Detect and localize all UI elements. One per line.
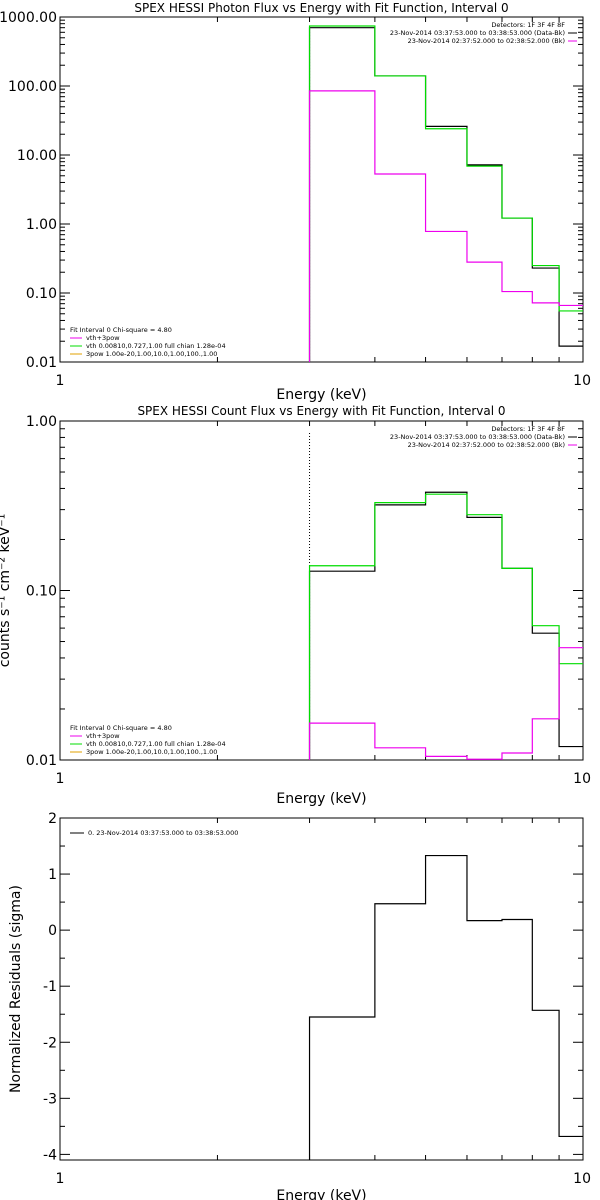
fit-legend-line: 3pow 1.00e-20,1.00,10.0,1.00,100.,1.00	[86, 748, 217, 756]
x-tick-label: 1	[56, 373, 65, 389]
chart-title: SPEX HESSI Photon Flux vs Energy with Fi…	[134, 1, 508, 15]
y-tick-label: 2	[48, 811, 57, 827]
y-axis-label: counts s⁻¹ cm⁻² keV⁻¹	[0, 514, 13, 668]
series-line-residuals	[308, 854, 583, 1160]
y-axis-label: Normalized Residuals (sigma)	[8, 885, 24, 1093]
residual-legend-label: 0. 23-Nov-2014 03:37:53.000 to 03:38:53.…	[88, 829, 238, 837]
fit-legend-line: vth+3pow	[86, 732, 120, 740]
series-line-fit	[308, 493, 583, 760]
y-tick-label: 0.10	[26, 584, 57, 600]
x-axis-label: Energy (keV)	[276, 791, 366, 807]
x-tick-label: 10	[573, 1171, 591, 1187]
fit-legend-line: vth 0.00810,0.727,1.00 full chian 1.28e-…	[86, 342, 226, 350]
fit-legend-line: vth+3pow	[86, 334, 120, 342]
y-tick-label: -4	[43, 1147, 57, 1163]
y-tick-label: -1	[43, 979, 57, 995]
series-line-vth	[308, 90, 583, 362]
y-tick-label: -3	[43, 1091, 57, 1107]
y-tick-label: 0.01	[26, 753, 57, 769]
y-tick-label: 100.00	[8, 79, 57, 95]
series-line-fit	[308, 25, 583, 362]
chart-title: SPEX HESSI Count Flux vs Energy with Fit…	[137, 404, 505, 418]
header-line: Detectors: 1F 3F 4F 8F	[491, 425, 565, 433]
x-tick-label: 10	[573, 771, 591, 787]
y-tick-label: 0	[48, 923, 57, 939]
x-tick-label: 10	[573, 373, 591, 389]
header-line: 23-Nov-2014 02:37:52.000 to 02:38:52.000…	[408, 37, 565, 45]
plot-frame	[59, 817, 584, 1161]
header-line: 23-Nov-2014 03:37:53.000 to 03:38:53.000…	[390, 433, 565, 441]
x-tick-label: 1	[56, 771, 65, 787]
y-tick-label: 0.10	[26, 286, 57, 302]
x-axis-label: Energy (keV)	[276, 387, 366, 403]
y-tick-label: 0.01	[26, 355, 57, 371]
y-tick-label: 1.00	[26, 217, 57, 233]
fit-legend-line: vth 0.00810,0.727,1.00 full chian 1.28e-…	[86, 740, 226, 748]
x-axis-label: Energy (keV)	[276, 1188, 366, 1200]
chart-panel-1: SPEX HESSI Photon Flux vs Energy with Fi…	[0, 1, 591, 403]
y-tick-label: -2	[43, 1035, 57, 1051]
fit-legend-line: Fit Interval 0 Chi-square = 4.80	[70, 326, 172, 334]
y-tick-label: 1	[48, 867, 57, 883]
series-line-vth	[308, 647, 583, 760]
header-line: Detectors: 1F 3F 4F 8F	[491, 21, 565, 29]
plot-frame	[59, 16, 584, 363]
y-tick-label: 1.00	[26, 414, 57, 430]
x-tick-label: 1	[56, 1171, 65, 1187]
chart-panel-2: SPEX HESSI Count Flux vs Energy with Fit…	[0, 404, 591, 807]
fit-legend-line: Fit Interval 0 Chi-square = 4.80	[70, 724, 172, 732]
fit-legend-line: 3pow 1.00e-20,1.00,10.0,1.00,100.,1.00	[86, 350, 217, 358]
y-tick-label: 1000.00	[0, 10, 57, 26]
y-tick-label: 10.00	[17, 148, 57, 164]
header-line: 23-Nov-2014 03:37:53.000 to 03:38:53.000…	[390, 29, 565, 37]
chart-panel-3: 1 10 Energy (keV) -4 -3 -2 -1 0 1 2 Normalized Res…	[8, 811, 591, 1200]
header-line: 23-Nov-2014 02:37:52.000 to 02:38:52.000…	[408, 441, 565, 449]
